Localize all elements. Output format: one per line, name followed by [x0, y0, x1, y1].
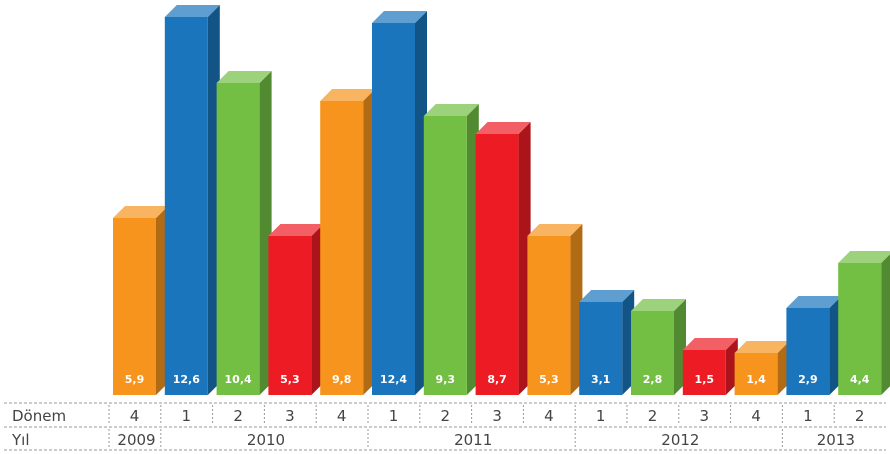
bar-front-face — [216, 83, 260, 395]
bar-2012-q2: 2,8 — [631, 299, 686, 395]
bar-front-face — [113, 218, 156, 395]
bar-value-label: 12,4 — [380, 373, 407, 386]
bar-value-label: 5,9 — [125, 373, 145, 386]
quarter-label: 4 — [130, 407, 140, 425]
bar-2012-q4: 1,4 — [734, 341, 790, 395]
bar-top-face — [838, 251, 890, 263]
quarter-label: 1 — [182, 407, 192, 425]
bar-value-label: 1,5 — [695, 373, 715, 386]
bar-top-face — [786, 296, 842, 308]
bar-2010-q4: 9,8 — [320, 89, 376, 395]
bar-2011-q1: 12,4 — [372, 11, 427, 395]
quarter-label: 3 — [285, 407, 295, 425]
quarter-label: 4 — [544, 407, 554, 425]
bar-value-label: 5,3 — [280, 373, 300, 386]
row-label-donem: Dönem — [12, 407, 66, 425]
bar-value-label: 9,8 — [332, 373, 352, 386]
bar-value-label: 12,6 — [173, 373, 200, 386]
bar-front-face — [631, 311, 674, 395]
bar-front-face — [475, 134, 519, 395]
bars-group: 5,9 12,6 10,4 5,3 9,8 12,4 9,3 8,7 5,3 3,1 2,8 1,5 1… — [113, 5, 890, 395]
bar-front-face — [320, 101, 364, 395]
bar-top-face — [164, 5, 220, 17]
year-label-2009: 2009 — [117, 431, 155, 449]
year-label-2012: 2012 — [661, 431, 699, 449]
quarter-label: 2 — [648, 407, 658, 425]
bar-top-face — [113, 206, 168, 218]
bar-top-face — [734, 341, 790, 353]
bar-front-face — [838, 263, 882, 395]
bar-front-face — [164, 17, 208, 395]
bar-2010-q3: 5,3 — [268, 224, 324, 395]
bar-top-face — [216, 71, 272, 83]
bar-2012-q1: 3,1 — [579, 290, 635, 395]
bar-value-label: 4,4 — [850, 373, 870, 386]
quarter-label: 1 — [803, 407, 813, 425]
quarter-label: 4 — [751, 407, 761, 425]
bar-2011-q3: 8,7 — [475, 122, 531, 395]
bar-front-face — [579, 302, 623, 395]
bar-2011-q4: 5,3 — [527, 224, 583, 395]
bar-2012-q3: 1,5 — [682, 338, 738, 395]
bar-front-face — [786, 308, 830, 395]
bar-top-face — [320, 89, 376, 101]
bar-front-face — [682, 350, 726, 395]
bar-top-face — [527, 224, 583, 236]
bar-top-face — [372, 11, 427, 23]
bar-value-label: 2,8 — [643, 373, 663, 386]
bar-value-label: 9,3 — [436, 373, 456, 386]
bar-front-face — [372, 23, 415, 395]
bar-2011-q2: 9,3 — [423, 104, 479, 395]
bar-value-label: 2,9 — [798, 373, 818, 386]
year-label-2013: 2013 — [817, 431, 855, 449]
bar-value-label: 8,7 — [487, 373, 507, 386]
quarter-label: 3 — [700, 407, 710, 425]
bar-top-face — [682, 338, 738, 350]
quarter-label: 4 — [337, 407, 347, 425]
period-table: Dönem Yıl 4 1 2 3 4 1 2 3 4 1 2 3 4 1 2 2009 2010 2011 201… — [4, 402, 886, 451]
row-label-yil: Yıl — [11, 431, 30, 449]
bar-value-label: 10,4 — [225, 373, 252, 386]
bar-top-face — [423, 104, 479, 116]
bar-value-label: 1,4 — [746, 373, 766, 386]
bar-front-face — [527, 236, 571, 395]
bar-front-face — [734, 353, 778, 395]
bar-top-face — [579, 290, 635, 302]
bar-side-face — [881, 254, 890, 395]
year-label-2010: 2010 — [247, 431, 285, 449]
bar-2010-q1: 12,6 — [164, 5, 220, 395]
bar-top-face — [475, 122, 531, 134]
quarter-label: 2 — [441, 407, 451, 425]
bar-top-face — [268, 224, 324, 236]
bar-value-label: 3,1 — [591, 373, 611, 386]
quarter-label: 2 — [855, 407, 865, 425]
quarter-label: 2 — [233, 407, 243, 425]
quarter-label: 1 — [389, 407, 399, 425]
bar-front-face — [423, 116, 467, 395]
bar-2009-q4: 5,9 — [113, 206, 168, 395]
year-label-2011: 2011 — [454, 431, 492, 449]
bar-top-face — [631, 299, 686, 311]
bar-front-face — [268, 236, 312, 395]
quarter-label: 1 — [596, 407, 606, 425]
quarter-label: 3 — [492, 407, 502, 425]
bar-2013-q2: 4,4 — [838, 251, 890, 395]
bar-value-label: 5,3 — [539, 373, 559, 386]
bar-2010-q2: 10,4 — [216, 71, 272, 395]
bar-2013-q1: 2,9 — [786, 296, 842, 395]
